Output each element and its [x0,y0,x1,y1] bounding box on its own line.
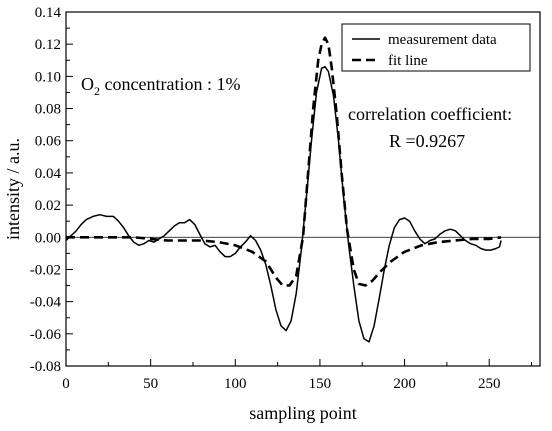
legend: measurement data fit line [341,23,531,72]
y-axis-title: intensity / a.u. [3,138,23,240]
x-axis-title: sampling point [249,403,357,423]
y-tick-label: -0.08 [30,359,61,375]
y-tick-label: 0.02 [35,198,61,214]
x-tick-label: 0 [62,376,70,392]
x-tick-label: 100 [224,376,247,392]
y-tick-label: 0.12 [35,37,61,53]
series-line-measurement [65,65,502,343]
y-tick-label: 0.06 [35,134,62,150]
concentration-annotation: O2 concentration : 1% [81,74,240,98]
x-tick-label: 200 [393,376,416,392]
y-tick-label: 0.08 [35,102,61,118]
x-tick-label: 50 [143,376,158,392]
concentration-subscript: 2 [94,84,100,98]
concentration-rest: concentration : 1% [100,74,240,94]
correlation-label: correlation coefficient: [348,104,512,124]
legend-label-measurement: measurement data [388,32,497,48]
correlation-value: R =0.9267 [389,131,465,151]
y-tick-label: -0.02 [30,262,61,278]
y-tick-label: 0.04 [35,166,62,182]
legend-box [341,23,531,72]
y-tick-label: -0.06 [30,327,62,343]
y-tick-label: 0.10 [35,69,61,85]
y-tick-label: 0.14 [35,5,62,21]
concentration-prefix: O [81,74,94,94]
x-tick-label: 250 [478,376,501,392]
series-layer [65,36,502,343]
x-tick-label: 150 [309,376,332,392]
y-tick-label: 0.00 [35,230,61,246]
legend-label-fit: fit line [388,53,428,69]
x-axis-ticks: 0 50 100 150 200 250 [62,359,533,392]
y-tick-label: -0.04 [30,295,62,311]
series-line-fit [66,36,502,287]
